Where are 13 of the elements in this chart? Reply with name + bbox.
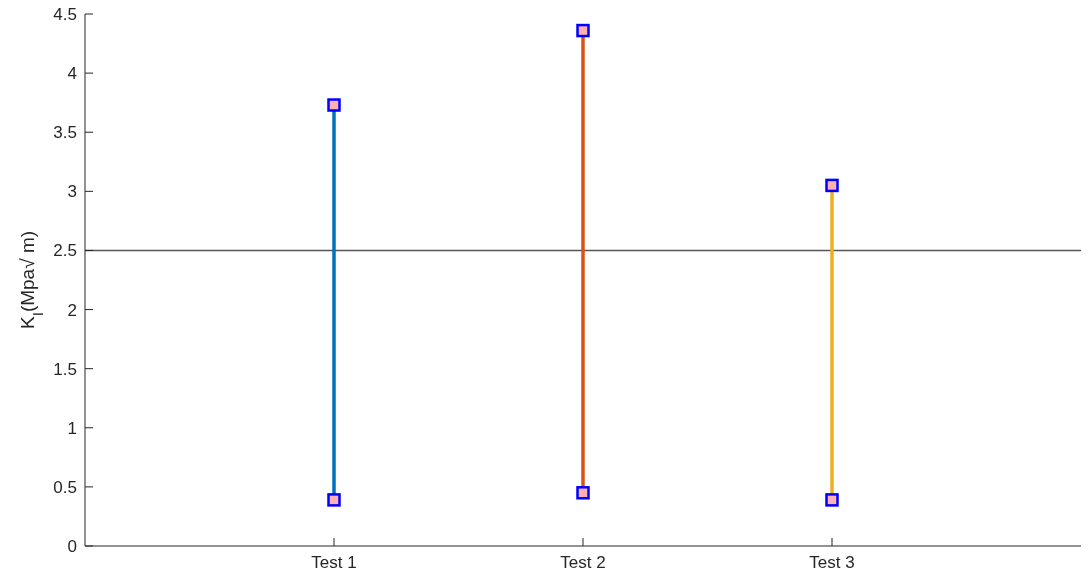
y-tick-label: 4.5 bbox=[53, 5, 77, 25]
y-tick-label: 1.5 bbox=[53, 359, 77, 379]
y-tick-label: 2 bbox=[67, 300, 77, 320]
y-tick-label: 0.5 bbox=[53, 477, 77, 497]
y-tick-label: 0 bbox=[67, 537, 77, 557]
y-tick-label: 3.5 bbox=[53, 123, 77, 143]
y-tick-label: 2.5 bbox=[53, 241, 77, 261]
y-tick-label: 4 bbox=[67, 64, 77, 84]
x-tick-label: Test 2 bbox=[560, 553, 606, 573]
y-tick-label: 3 bbox=[67, 182, 77, 202]
x-tick-label: Test 3 bbox=[809, 553, 855, 573]
y-tick-label: 1 bbox=[67, 418, 77, 438]
x-tick-label: Test 1 bbox=[311, 553, 357, 573]
